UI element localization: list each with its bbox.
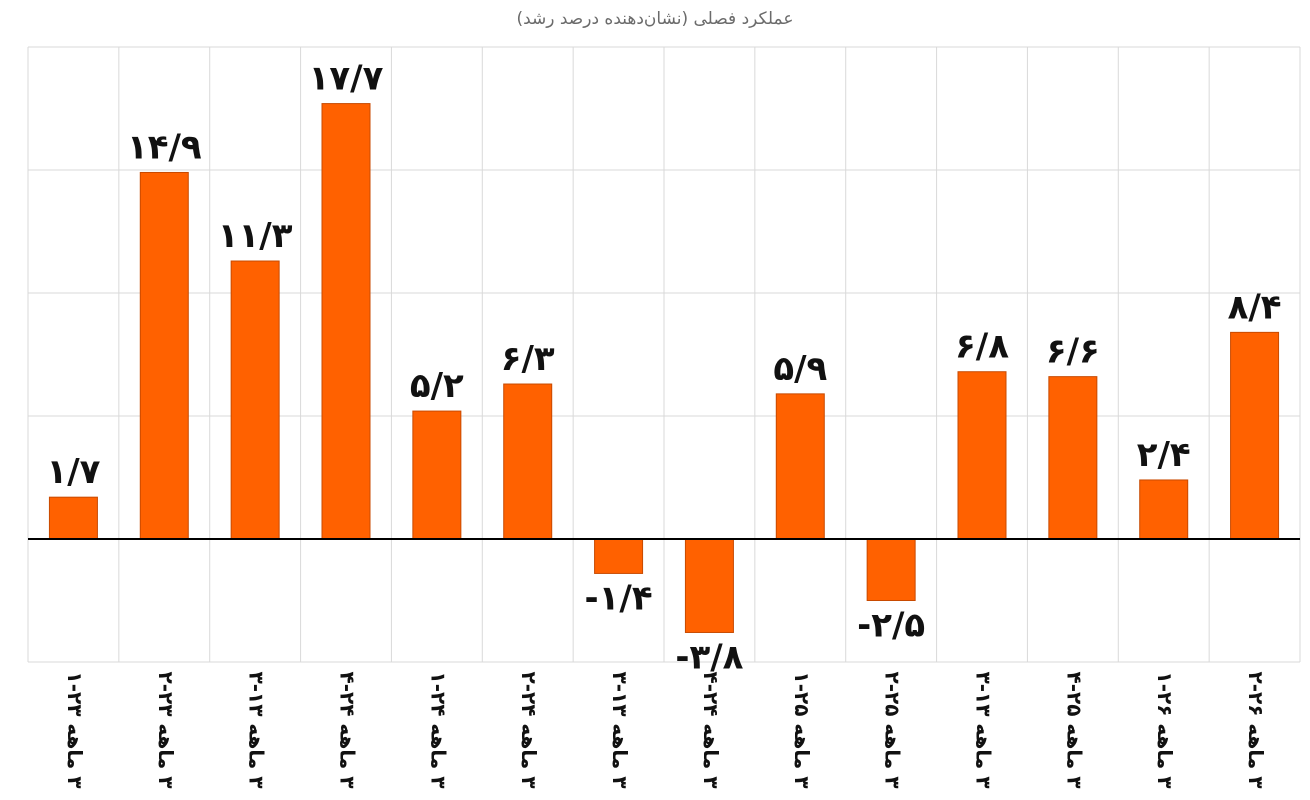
data-label-5: ۵/۲ [410, 366, 464, 406]
bar-3 [230, 260, 280, 540]
bar-1 [48, 496, 98, 540]
bar-6 [503, 383, 553, 540]
bar-5 [412, 410, 462, 540]
data-label-7: -۱/۴ [585, 578, 653, 618]
bar-11 [957, 371, 1007, 540]
x-tick-label-8: ۳ ماهه ۲۴-۴ [699, 672, 723, 789]
x-tick-label-11: ۳ ماهه ۱۳-۳ [972, 672, 996, 789]
bar-7 [594, 538, 644, 574]
data-label-13: ۲/۴ [1137, 435, 1191, 475]
bar-13 [1139, 479, 1189, 540]
data-label-1: ۱/۷ [46, 452, 100, 492]
x-tick-label-3: ۳ ماهه ۱۳-۳ [245, 672, 269, 789]
data-label-14: ۸/۴ [1228, 287, 1282, 327]
data-label-2: ۱۴/۹ [127, 127, 202, 167]
data-label-9: ۵/۹ [773, 349, 827, 389]
x-tick-label-9: ۳ ماهه ۲۵-۱ [790, 672, 814, 789]
x-tick-label-6: ۳ ماهه ۲۴-۲ [517, 672, 541, 789]
data-label-12: ۶/۶ [1046, 332, 1100, 372]
x-tick-label-10: ۳ ماهه ۲۵-۲ [881, 672, 905, 789]
x-tick-label-12: ۳ ماهه ۲۵-۴ [1062, 672, 1086, 789]
bar-12 [1048, 376, 1098, 540]
bars [48, 103, 1280, 633]
bar-9 [775, 393, 825, 540]
data-label-4: ۱۷/۷ [309, 59, 384, 99]
data-labels: ۱/۷ ۱۴/۹ ۱۱/۳ ۱۷/۷ ۵/۲ ۶/۳ -۱/۴ -۳/۸ ۵/۹ -۲/۵ ۶/۸ ۶… [46, 59, 1281, 678]
bar-14 [1230, 331, 1280, 540]
bar-2 [139, 171, 189, 540]
chart-title: عملکرد فصلی (نشان‌دهنده درصد رشد) [516, 9, 793, 29]
grid [27, 46, 1301, 663]
x-tick-label-13: ۳ ماهه ۲۶-۱ [1153, 672, 1177, 789]
x-tick-label-5: ۳ ماهه ۲۴-۱ [426, 672, 450, 789]
x-tick-label-4: ۳ ماهه ۲۴-۴ [336, 672, 360, 789]
bar-10 [866, 538, 916, 601]
x-tick-label-14: ۳ ماهه ۲۶-۲ [1244, 672, 1268, 789]
bar-8 [684, 538, 734, 633]
x-tick-label-7: ۳ ماهه ۱۳-۳ [608, 672, 632, 789]
data-label-8: -۳/۸ [675, 637, 743, 677]
bar-4 [321, 103, 371, 540]
x-tick-label-2: ۳ ماهه ۲۳-۲ [154, 672, 178, 789]
x-tick-label-1: ۳ ماهه ۲۳-۱ [63, 672, 87, 789]
x-axis-tick-labels: ۳ ماهه ۲۳-۱ ۳ ماهه ۲۳-۲ ۳ ماهه ۱۳-۳ ۳ ماهه … [63, 672, 1268, 789]
data-label-3: ۱۱/۳ [218, 216, 293, 256]
data-label-10: -۲/۵ [857, 606, 925, 646]
data-label-11: ۶/۸ [955, 327, 1009, 367]
data-label-6: ۶/۳ [501, 339, 555, 379]
